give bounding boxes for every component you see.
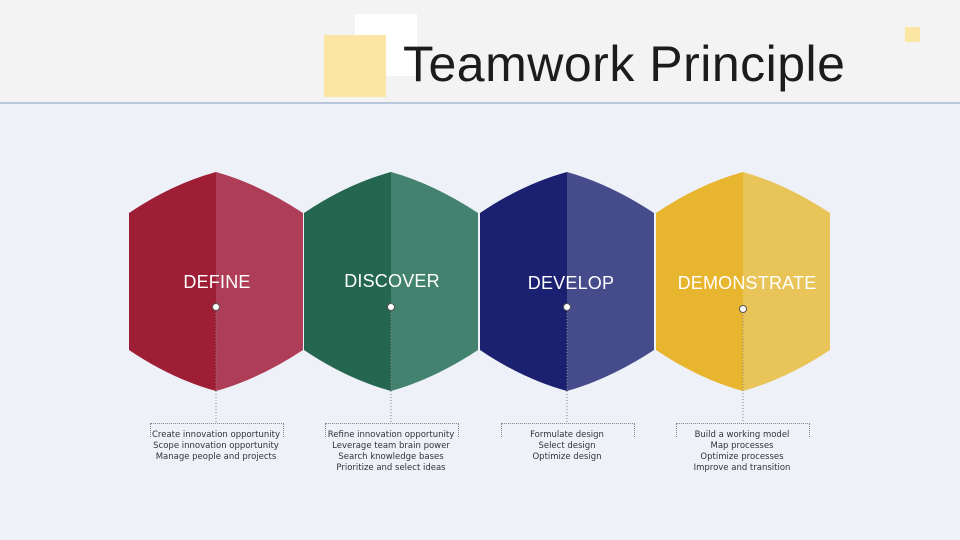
step-demonstrate-bracket — [676, 423, 810, 437]
step-demonstrate-items: Build a working model Map processes Opti… — [657, 430, 827, 474]
step-demonstrate: DEMONSTRATE — [656, 172, 830, 423]
step-demonstrate-left-half — [656, 172, 743, 391]
step-define-items: Create innovation opportunity Scope inno… — [131, 430, 301, 463]
step-define-bracket — [150, 423, 284, 437]
list-item: Map processes — [710, 441, 774, 451]
list-item: Leverage team brain power — [332, 441, 450, 451]
list-item: Scope innovation opportunity — [153, 441, 279, 451]
list-item: Optimize design — [532, 452, 602, 462]
decorative-square-small — [905, 27, 920, 42]
decorative-square-yellow — [324, 35, 386, 97]
step-develop-label: DEVELOP — [528, 273, 614, 293]
list-item: Optimize processes — [700, 452, 784, 462]
list-item: Create innovation opportunity — [151, 430, 281, 440]
list-item: Manage people and projects — [155, 452, 277, 462]
step-demonstrate-label: DEMONSTRATE — [678, 273, 817, 293]
step-define: DEFINE — [129, 172, 303, 423]
step-define-left-half — [129, 172, 216, 391]
step-discover-dot — [387, 303, 395, 311]
list-item: Build a working model — [694, 430, 790, 440]
step-discover: DISCOVER — [304, 172, 478, 423]
list-item: Formulate design — [530, 430, 604, 440]
step-define-right-half — [216, 172, 303, 391]
step-define-label: DEFINE — [183, 272, 250, 292]
step-develop-items: Formulate design Select design Optimize … — [482, 430, 652, 463]
list-item: Select design — [538, 441, 596, 451]
step-develop-bracket — [501, 423, 635, 437]
step-demonstrate-dot — [739, 305, 747, 313]
step-define-dot — [212, 303, 220, 311]
list-item: Improve and transition — [693, 463, 791, 473]
step-discover-bracket — [325, 423, 459, 437]
list-item: Refine innovation opportunity — [327, 430, 455, 440]
header-bar — [0, 0, 960, 104]
step-develop-dot — [563, 303, 571, 311]
step-develop: DEVELOP — [480, 172, 654, 423]
list-item: Prioritize and select ideas — [336, 463, 446, 473]
step-demonstrate-right-half — [743, 172, 830, 391]
step-discover-left-half — [304, 172, 391, 391]
page-title: Teamwork Principle — [403, 36, 846, 92]
step-discover-right-half — [391, 172, 478, 391]
step-discover-items: Refine innovation opportunity Leverage t… — [306, 430, 476, 474]
step-discover-label: DISCOVER — [344, 271, 440, 291]
step-develop-right-half — [567, 172, 654, 391]
list-item: Search knowledge bases — [338, 452, 444, 462]
step-develop-left-half — [480, 172, 567, 391]
